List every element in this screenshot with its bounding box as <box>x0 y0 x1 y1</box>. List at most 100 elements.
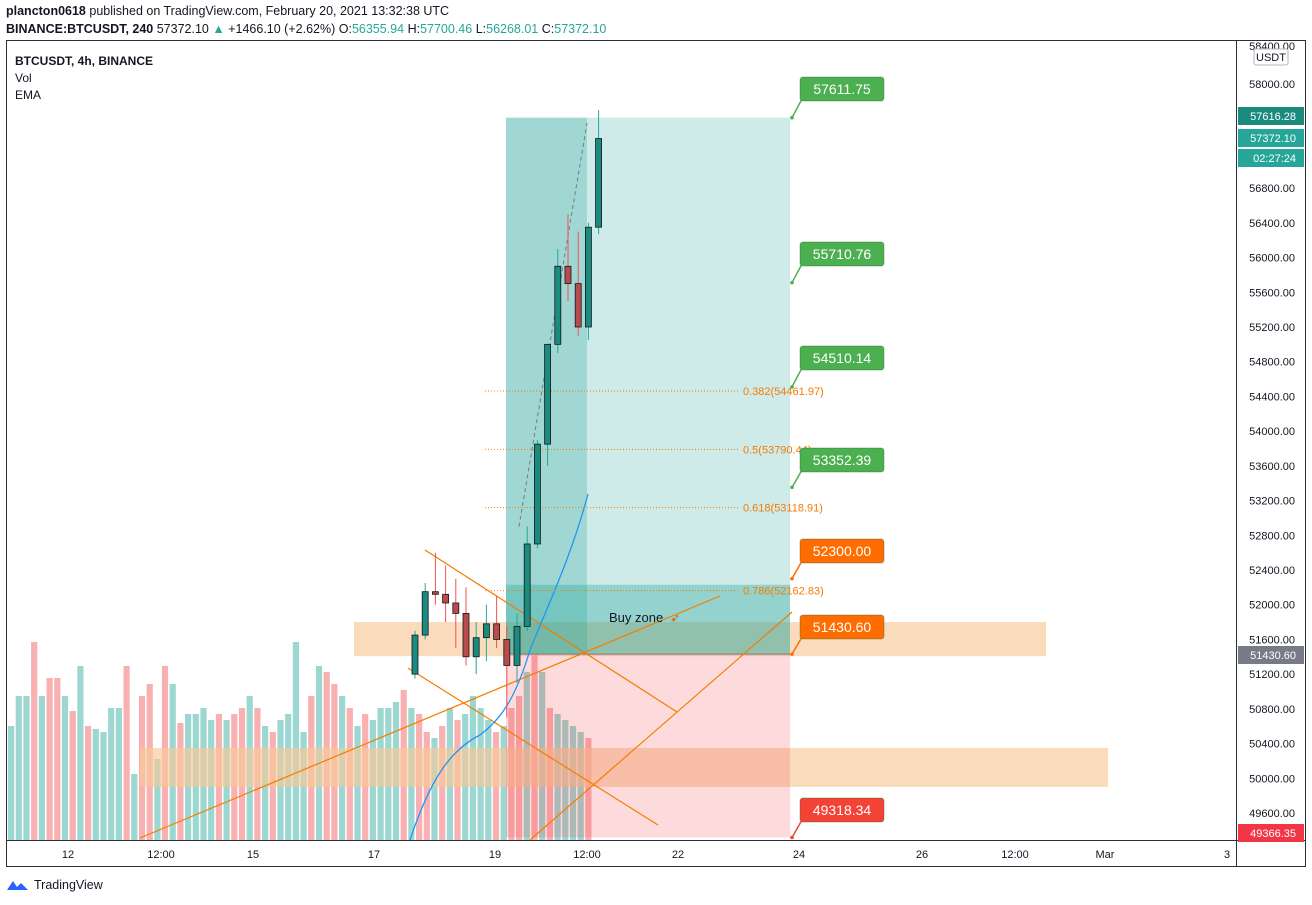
time-tick-label: 26 <box>916 849 928 861</box>
candle-body[interactable] <box>503 639 511 666</box>
legend-volume[interactable]: Vol <box>15 71 32 85</box>
currency-label: USDT <box>1256 52 1286 64</box>
volume-bar <box>61 696 69 840</box>
candle-body[interactable] <box>493 623 501 640</box>
trendline-upper-left[interactable] <box>424 549 678 713</box>
close-label: C: <box>541 22 555 36</box>
volume-bar <box>15 696 22 840</box>
volume-bar <box>38 696 45 840</box>
volume-bar <box>131 774 138 840</box>
stop-loss-label-box[interactable] <box>799 797 885 823</box>
price-tick-label: 50000.00 <box>1249 773 1295 785</box>
candle-body[interactable] <box>482 623 490 639</box>
take-profit-4-label: 53352.39 <box>813 452 872 468</box>
currency-badge[interactable] <box>1253 48 1289 66</box>
candle-body[interactable] <box>472 637 480 658</box>
take-profit-4-label-box[interactable] <box>799 447 885 473</box>
high-price-badge: 57616.28 <box>1250 111 1296 123</box>
entry-high-label-box[interactable] <box>799 538 885 564</box>
price-tick-label: 55200.00 <box>1249 322 1295 334</box>
price-change: +1466.10 (+2.62%) <box>228 22 336 36</box>
stop-price-badge-box <box>1238 824 1304 842</box>
support-zone-band[interactable] <box>140 747 1108 787</box>
price-tick-label: 55600.00 <box>1249 287 1295 299</box>
position-profit-area[interactable] <box>506 117 790 655</box>
price-tick-label: 56400.00 <box>1249 218 1295 230</box>
take-profit-3-label-box[interactable] <box>799 345 885 371</box>
take-profit-4-label-anchor <box>790 485 794 490</box>
volume-bar <box>8 726 15 840</box>
footer-brand[interactable]: TradingView <box>6 878 103 892</box>
high-label: H: <box>407 22 421 36</box>
low-label: L: <box>475 22 487 36</box>
volume-bar <box>23 696 30 840</box>
time-tick-label: 15 <box>247 849 259 861</box>
up-triangle-icon: ▲ <box>212 22 225 36</box>
candle-body[interactable] <box>585 226 592 328</box>
buy-zone-label[interactable]: Buy zone <box>609 610 663 625</box>
candle-body[interactable] <box>595 138 602 228</box>
candle-body[interactable] <box>411 634 419 675</box>
legend-symbol[interactable]: BTCUSDT, 4h, BINANCE <box>15 54 154 68</box>
ema-line[interactable] <box>409 493 589 841</box>
stop-loss-label: 49318.34 <box>813 802 872 818</box>
last-price-badge-box <box>1238 129 1304 147</box>
time-tick-label: 3 <box>1224 849 1230 861</box>
time-tick-label: 12:00 <box>573 849 601 861</box>
take-profit-1-label-box[interactable] <box>799 76 885 102</box>
price-tick-label: 51200.00 <box>1249 669 1295 681</box>
tradingview-logo-icon <box>7 881 28 890</box>
candle-body[interactable] <box>523 543 531 627</box>
legend-ema[interactable]: EMA <box>15 88 42 102</box>
open-label: O: <box>338 22 352 36</box>
time-tick-label: 22 <box>672 849 684 861</box>
candle-body[interactable] <box>544 343 551 445</box>
author-name[interactable]: plancton0618 <box>6 4 86 18</box>
candle-body[interactable] <box>462 612 470 658</box>
position-loss-area[interactable] <box>506 654 790 838</box>
stop-loss-label-pointer <box>791 819 803 838</box>
volume-bar <box>77 666 84 840</box>
candle-body[interactable] <box>452 602 460 614</box>
price-tick-label: 50800.00 <box>1249 704 1295 716</box>
price-tick-label: 52800.00 <box>1249 530 1295 542</box>
candle-body[interactable] <box>554 265 562 345</box>
entry-range-box[interactable] <box>506 584 790 655</box>
volume-bar <box>100 732 107 840</box>
take-profit-2-label-box[interactable] <box>799 241 885 267</box>
open-value: 56355.94 <box>351 22 405 36</box>
take-profit-3-label-anchor <box>790 385 794 389</box>
trendline-lower-left[interactable] <box>407 667 659 826</box>
candle-body[interactable] <box>564 265 572 285</box>
symbol-line: BINANCE:BTCUSDT, 240 <box>6 22 154 36</box>
footer-brand-name: TradingView <box>34 878 103 892</box>
price-tick-label: 54800.00 <box>1249 357 1295 369</box>
time-tick-label: 19 <box>489 849 501 861</box>
close-value: 57372.10 <box>554 22 607 36</box>
time-tick-label: 12 <box>62 849 74 861</box>
take-profit-4-label-pointer <box>791 469 803 488</box>
candle-body[interactable] <box>513 626 521 666</box>
take-profit-1-label: 57611.75 <box>813 81 871 97</box>
candle-body[interactable] <box>421 591 429 636</box>
trendline-rising[interactable] <box>139 595 721 839</box>
price-tick-label: 52000.00 <box>1249 600 1295 612</box>
publish-info: plancton0618 published on TradingView.co… <box>6 4 449 18</box>
candle-body[interactable] <box>431 591 439 595</box>
price-tick-label: 50400.00 <box>1249 739 1295 751</box>
entry-price-label-anchor <box>790 652 794 656</box>
time-tick-label: 24 <box>793 849 805 861</box>
candle-body[interactable] <box>534 443 541 545</box>
take-profit-1-label-anchor <box>790 115 794 120</box>
candle-body[interactable] <box>442 593 450 604</box>
entry-price-label-box[interactable] <box>799 614 885 640</box>
take-profit-1-label-pointer <box>791 98 803 119</box>
entry-high-label-anchor <box>790 576 794 581</box>
rocket-icon: ➶ <box>670 611 680 625</box>
entry-high-label: 52300.00 <box>813 543 872 559</box>
time-tick-label: 12:00 <box>1001 849 1029 861</box>
candle-body[interactable] <box>574 283 582 328</box>
entry-high-label-pointer <box>791 560 803 580</box>
trendline-rising-right[interactable] <box>529 611 793 841</box>
